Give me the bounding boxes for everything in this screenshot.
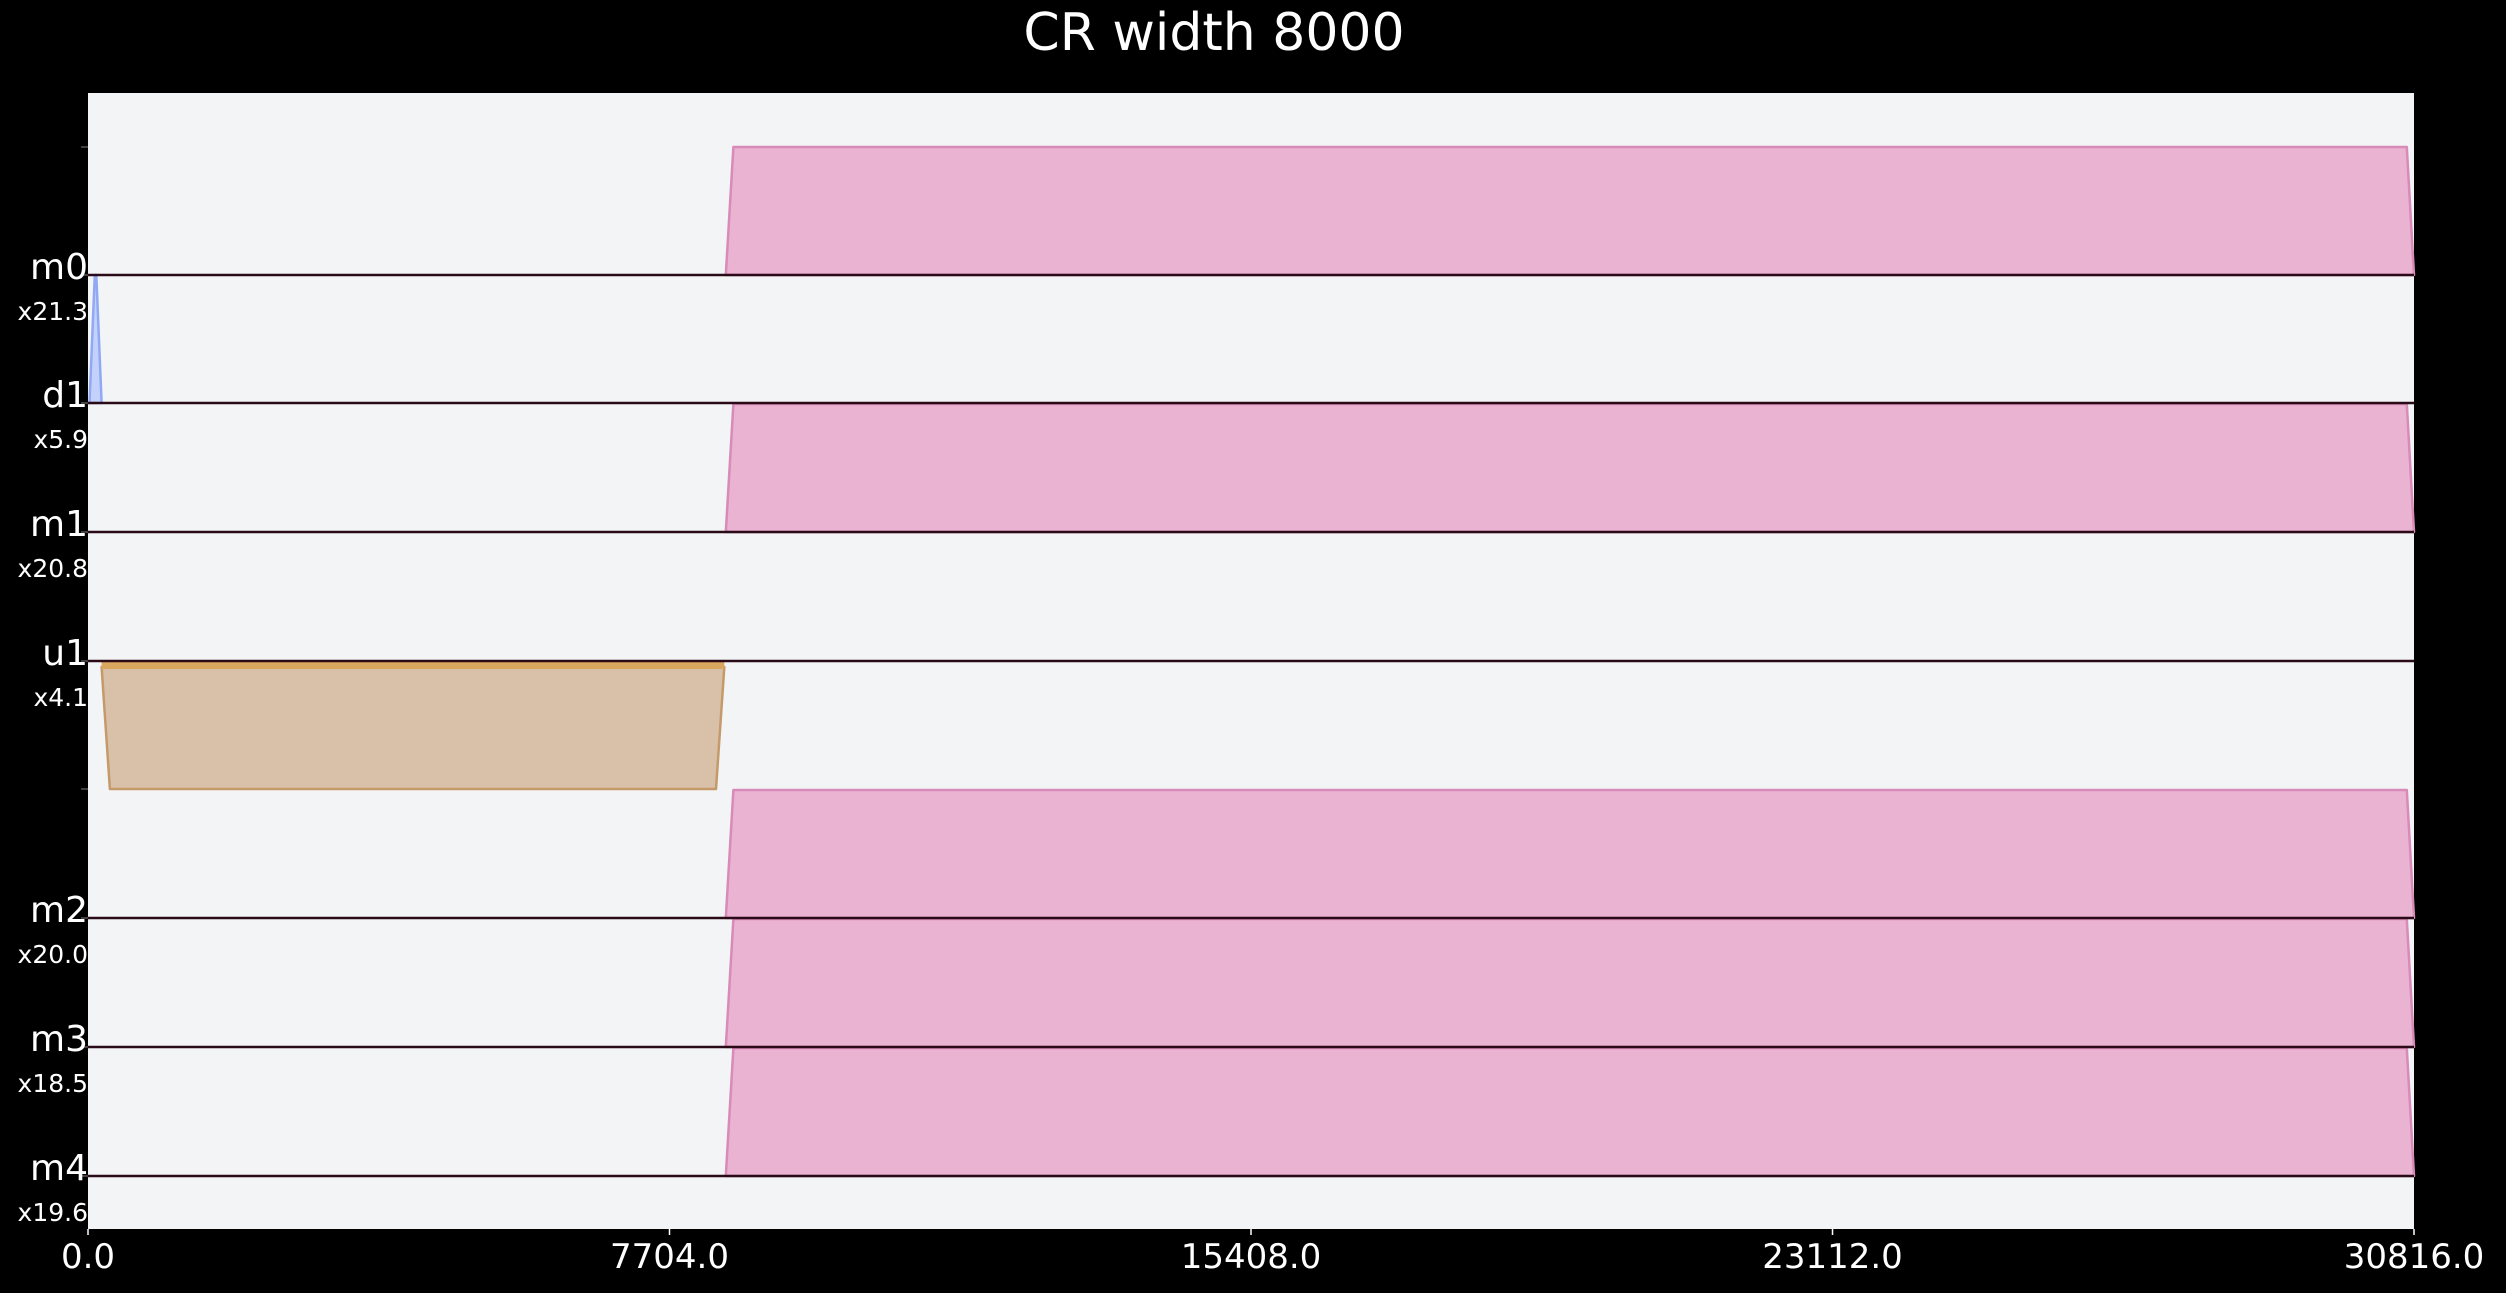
pulse-u1-edge-band	[101, 661, 725, 669]
track-scale-m3: x18.5	[18, 1069, 88, 1098]
x-tick-label-3: 23112.0	[1762, 1237, 1903, 1277]
track-scale-m0: x21.3	[18, 297, 88, 326]
track-label-m1: m1	[30, 504, 88, 545]
track-label-m0: m0	[30, 247, 88, 288]
pulse-m2-0	[724, 788, 2416, 920]
x-tick-label-1: 7704.0	[610, 1237, 729, 1277]
x-tick-label-0: 0.0	[61, 1237, 115, 1277]
x-tick-label-4: 30816.0	[2344, 1237, 2485, 1277]
track-label-m2: m2	[30, 890, 88, 931]
track-scale-d1: x5.9	[33, 425, 88, 454]
track-scale-m4: x19.6	[18, 1198, 88, 1227]
x-tick-label-2: 15408.0	[1181, 1237, 1322, 1277]
pulse-m0-0	[724, 145, 2416, 277]
track-label-m3: m3	[30, 1019, 88, 1060]
track-scale-u1: x4.1	[33, 683, 88, 712]
pulse-m4-0	[724, 1046, 2416, 1178]
chart-title: CR width 8000	[1023, 3, 1404, 63]
track-scale-m2: x20.0	[18, 940, 88, 969]
pulse-u1-0	[100, 665, 726, 791]
pulse-m1-0	[724, 402, 2416, 534]
track-scale-m1: x20.8	[18, 554, 88, 583]
pulse-m3-0	[724, 917, 2416, 1049]
track-label-d1: d1	[42, 375, 88, 416]
track-label-m4: m4	[30, 1148, 88, 1189]
track-label-u1: u1	[42, 633, 88, 674]
